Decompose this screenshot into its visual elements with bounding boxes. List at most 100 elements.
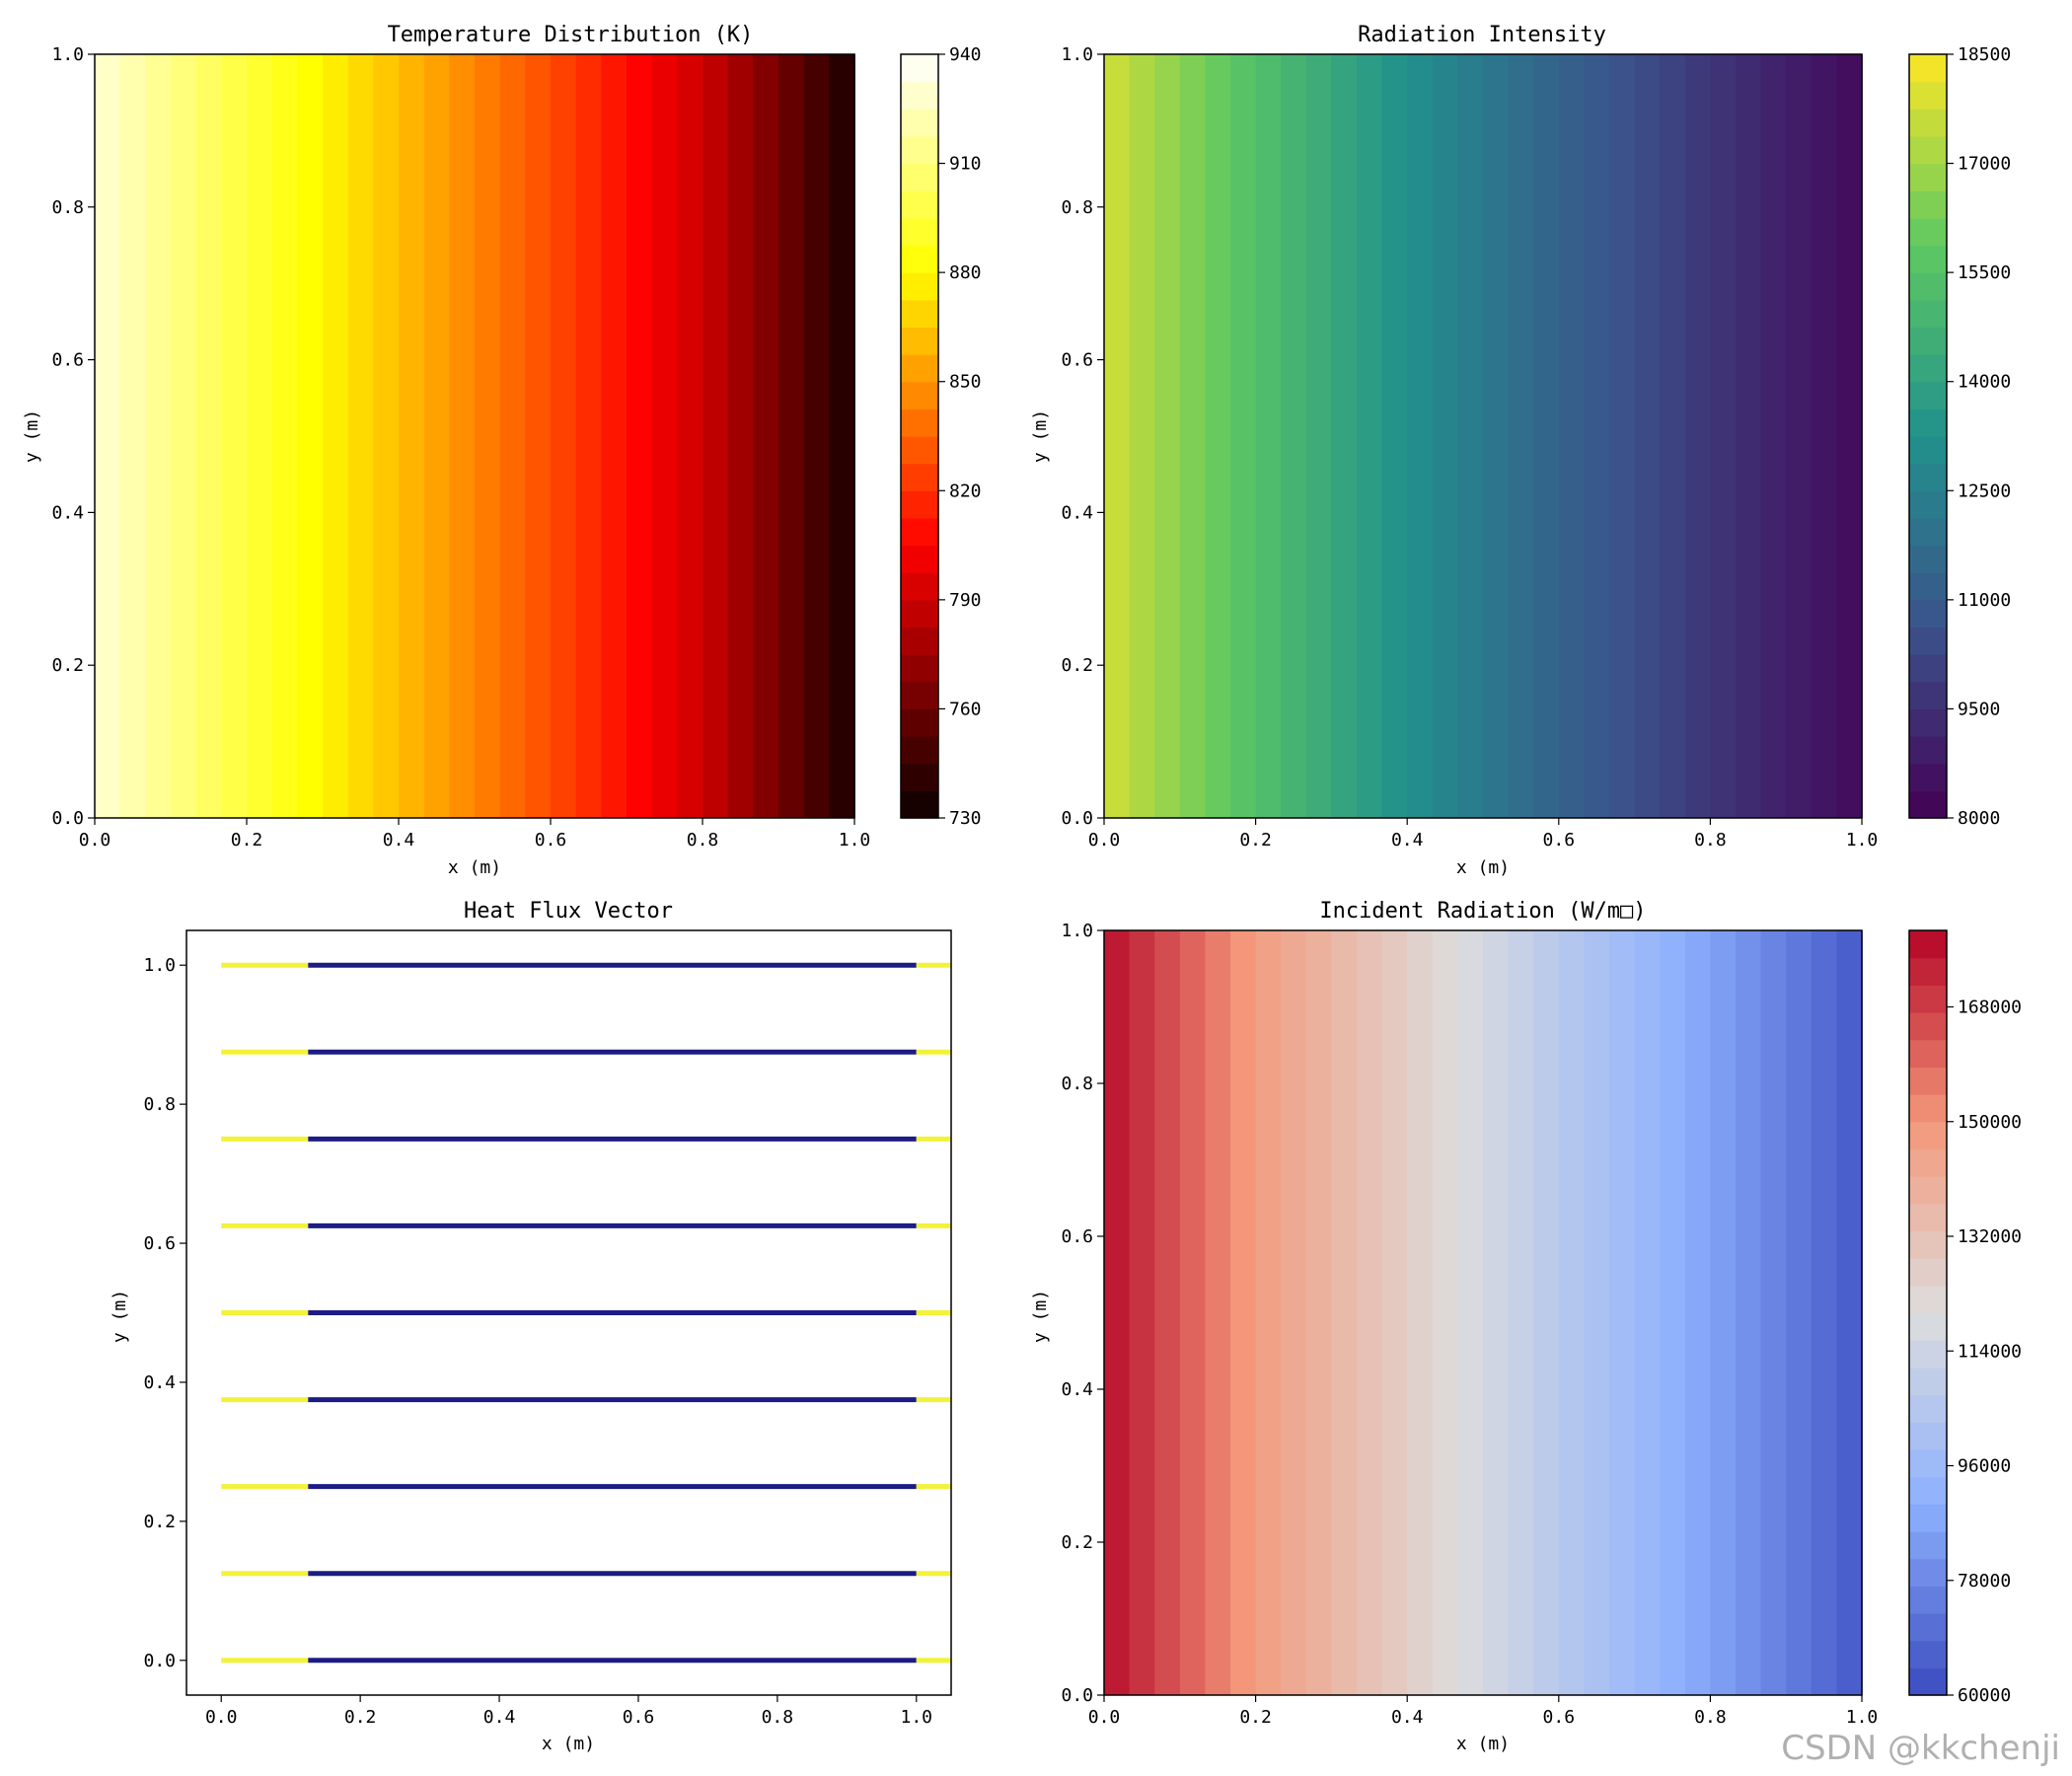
x-tick-label: 0.4 xyxy=(483,1707,516,1728)
field-band xyxy=(145,54,172,818)
colorbar-level xyxy=(901,736,938,765)
field-band xyxy=(1584,54,1610,818)
field-band xyxy=(347,54,375,818)
field-band xyxy=(1381,930,1408,1695)
incident-radiation-title: Incident Radiation (W/m□) xyxy=(1319,899,1646,924)
field-band xyxy=(601,54,628,818)
colorbar-level xyxy=(1909,245,1947,273)
colorbar-level xyxy=(1909,654,1947,683)
x-tick-label: 0.8 xyxy=(1694,1707,1727,1728)
x-tick-label: 0.2 xyxy=(1239,830,1272,851)
field-band xyxy=(1634,54,1661,818)
colorbar-tick-label: 8000 xyxy=(1958,808,2000,829)
y-tick-label: 0.6 xyxy=(51,350,84,371)
field-band xyxy=(1483,930,1510,1695)
colorbar-level xyxy=(901,463,938,491)
incident-radiation-x-ticks: 0.0 0.2 0.4 0.6 0.8 1.0 xyxy=(1088,1695,1878,1728)
field-band xyxy=(627,54,653,818)
field-band xyxy=(1811,54,1838,818)
colorbar-level xyxy=(1909,354,1947,383)
incident-radiation-y-ticks: 0.0 0.2 0.4 0.6 0.8 1.0 xyxy=(1061,921,1104,1706)
colorbar-level xyxy=(901,272,938,301)
y-tick-label: 0.8 xyxy=(143,1094,176,1115)
incident-radiation-field xyxy=(1104,930,1863,1695)
field-band xyxy=(247,54,273,818)
colorbar-level xyxy=(1909,54,1947,83)
heat-flux-x-ticks: 0.0 0.2 0.4 0.6 0.8 1.0 xyxy=(205,1695,932,1728)
colorbar-level xyxy=(1909,1340,1947,1369)
colorbar-level xyxy=(901,190,938,219)
temperature-colorbar-frame xyxy=(900,53,939,819)
temperature-ylabel: y (m) xyxy=(22,409,42,463)
colorbar-level xyxy=(1909,1039,1947,1068)
field-band xyxy=(727,54,755,818)
colorbar-tick-label: 910 xyxy=(949,154,982,175)
colorbar-level xyxy=(901,627,938,655)
colorbar-level xyxy=(901,135,938,165)
temperature-x-ticks: 0.0 0.2 0.4 0.6 0.8 1.0 xyxy=(79,818,871,851)
y-tick-label: 0.2 xyxy=(143,1512,176,1532)
radiation-intensity-xlabel: x (m) xyxy=(1456,857,1510,878)
colorbar-tick-label: 114000 xyxy=(1958,1341,2022,1362)
colorbar-level xyxy=(901,299,938,329)
y-tick-label: 0.8 xyxy=(1061,197,1093,218)
y-tick-label: 0.0 xyxy=(1061,1685,1093,1706)
colorbar-level xyxy=(1909,463,1947,491)
field-band xyxy=(1660,54,1686,818)
field-band xyxy=(171,54,197,818)
x-tick-label: 0.0 xyxy=(79,830,111,851)
colorbar-level xyxy=(1909,408,1947,437)
field-band xyxy=(1255,54,1282,818)
temperature-subplot: Temperature Distribution (K) 0.0 0.2 0.4 0.… xyxy=(22,23,982,878)
colorbar-level xyxy=(1909,1203,1947,1232)
colorbar-level xyxy=(1909,1504,1947,1532)
x-tick-label: 0.2 xyxy=(1239,1707,1272,1728)
y-tick-label: 0.2 xyxy=(51,655,84,676)
colorbar-level xyxy=(1909,1012,1947,1041)
field-band xyxy=(1558,930,1586,1695)
field-band xyxy=(1736,54,1762,818)
colorbar-level xyxy=(901,81,938,110)
y-tick-label: 0.6 xyxy=(1061,1226,1093,1247)
colorbar-tick-label: 14000 xyxy=(1958,372,2011,393)
y-tick-label: 0.8 xyxy=(1061,1073,1093,1094)
temperature-y-ticks: 0.0 0.2 0.4 0.6 0.8 1.0 xyxy=(51,44,95,829)
field-band xyxy=(1432,930,1459,1695)
y-tick-label: 0.6 xyxy=(143,1233,176,1254)
field-band xyxy=(373,54,400,818)
x-tick-label: 0.6 xyxy=(535,830,567,851)
field-band xyxy=(1457,54,1484,818)
colorbar-level xyxy=(901,572,938,601)
x-tick-label: 0.4 xyxy=(383,830,415,851)
colorbar-level xyxy=(901,708,938,737)
field-band xyxy=(399,54,425,818)
x-tick-label: 0.2 xyxy=(231,830,263,851)
field-band xyxy=(1760,930,1787,1695)
field-band xyxy=(119,54,147,818)
colorbar-level xyxy=(901,490,938,519)
colorbar-level xyxy=(1909,381,1947,409)
colorbar-tick-label: 12500 xyxy=(1958,481,2011,501)
field-band xyxy=(829,54,855,818)
heat-flux-ylabel: y (m) xyxy=(110,1290,130,1343)
field-band xyxy=(1407,54,1434,818)
colorbar-level xyxy=(1909,1558,1947,1587)
incident-radiation-colorbar-frame xyxy=(1908,929,1948,1696)
field-band xyxy=(1305,930,1333,1695)
y-tick-label: 0.4 xyxy=(143,1372,176,1393)
colorbar-tick-label: 96000 xyxy=(1958,1456,2011,1477)
x-tick-label: 0.0 xyxy=(1088,1707,1121,1728)
x-tick-label: 0.8 xyxy=(762,1707,794,1728)
field-band xyxy=(1281,54,1307,818)
colorbar-level xyxy=(1909,1586,1947,1614)
field-band xyxy=(195,54,223,818)
field-band xyxy=(575,54,603,818)
colorbar-level xyxy=(1909,517,1947,547)
y-tick-label: 0.0 xyxy=(1061,808,1093,829)
incident-radiation-xlabel: x (m) xyxy=(1456,1734,1510,1754)
colorbar-tick-label: 78000 xyxy=(1958,1571,2011,1591)
x-tick-label: 1.0 xyxy=(839,830,871,851)
y-tick-label: 1.0 xyxy=(143,955,176,976)
field-band xyxy=(1407,930,1434,1695)
